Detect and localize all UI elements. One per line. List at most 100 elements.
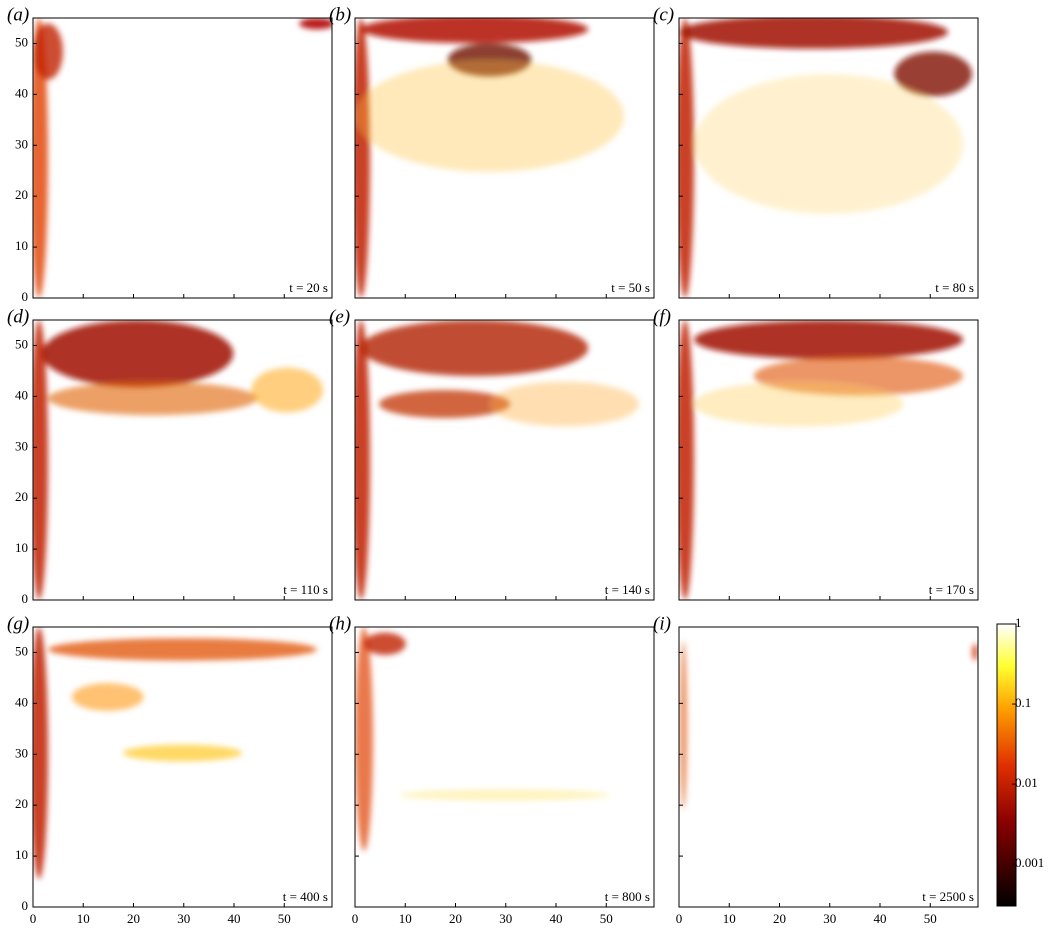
y-tick-label: 40 [15, 694, 28, 709]
time-label: t = 140 s [605, 582, 650, 597]
heat-region [679, 18, 694, 298]
panel-label: (c) [653, 4, 674, 25]
heat-region [679, 18, 949, 49]
heatmap [33, 627, 318, 879]
heat-region [679, 641, 688, 809]
panel: (e) t = 140 s [329, 306, 655, 601]
y-tick-label: 50 [15, 643, 28, 658]
panel-label: (g) [7, 613, 29, 634]
panel: 0 10 20 30 40 50 (h) t = 800 s [329, 613, 655, 926]
time-label: t = 2500 s [922, 889, 974, 904]
plot-frame [354, 17, 655, 299]
heatmap [33, 18, 332, 298]
heat-region [679, 320, 694, 600]
x-tick-label: 30 [499, 911, 512, 926]
plot-frame [678, 626, 979, 908]
plot-frame [32, 17, 333, 299]
y-tick-label: 20 [15, 187, 28, 202]
x-tick-label: 10 [399, 911, 412, 926]
colorbar-tick-label: 1 [1015, 615, 1022, 630]
heat-region [299, 18, 332, 30]
panel: 0 10 20 30 40 50 0 10 20 30 40 50 (g) t = 400 s [7, 613, 333, 926]
plot-frame [678, 319, 979, 601]
colorbar-tick-label: 0.1 [1015, 695, 1031, 710]
heat-region [399, 789, 610, 801]
x-tick-label: 20 [449, 911, 462, 926]
x-tick-label: 40 [550, 911, 563, 926]
y-tick-label: 0 [22, 591, 29, 606]
x-tick-label: 20 [127, 911, 140, 926]
heatmap [679, 641, 978, 809]
x-tick-label: 20 [773, 911, 786, 926]
time-label: t = 800 s [605, 889, 650, 904]
x-tick-label: 10 [723, 911, 736, 926]
heat-region [355, 18, 370, 298]
colorbar-tick-label: 0.01 [1015, 775, 1038, 790]
heatmap [355, 18, 625, 298]
y-tick-label: 10 [15, 238, 28, 253]
panel: 0 10 20 30 40 50 (i) t = 2500 s [653, 613, 979, 926]
heatmap [679, 18, 973, 298]
y-tick-label: 50 [15, 34, 28, 49]
heat-region [972, 643, 978, 661]
heat-region [33, 627, 48, 879]
panel-label: (f) [653, 306, 671, 327]
heat-region [122, 744, 243, 762]
y-tick-label: 40 [15, 387, 28, 402]
panel: (f) t = 170 s [653, 306, 979, 601]
panel-label: (i) [653, 613, 671, 634]
heat-region [33, 18, 48, 298]
panel-label: (h) [329, 613, 351, 634]
x-tick-label: 30 [823, 911, 836, 926]
heatmap [355, 627, 610, 851]
y-tick-label: 10 [15, 540, 28, 555]
time-label: t = 170 s [929, 582, 974, 597]
time-label: t = 400 s [283, 889, 328, 904]
heat-region [355, 627, 373, 851]
heat-region [47, 638, 318, 661]
panel: 0 10 20 30 40 50 (a) t = 20 s [7, 4, 333, 304]
x-tick-label: 50 [600, 911, 613, 926]
time-label: t = 20 s [289, 280, 328, 295]
y-tick-label: 20 [15, 796, 28, 811]
colorbar [996, 623, 1017, 907]
heat-region [355, 60, 625, 172]
plot-frame [354, 319, 655, 601]
heat-region [693, 74, 964, 214]
panel-label: (a) [7, 4, 29, 25]
y-tick-label: 0 [22, 898, 29, 913]
x-tick-label: 40 [228, 911, 241, 926]
y-tick-label: 0 [22, 289, 29, 304]
colorbar-tick-label: 0.001 [1015, 855, 1044, 870]
heat-region [693, 320, 964, 360]
y-tick-label: 20 [15, 489, 28, 504]
heat-region [378, 390, 511, 418]
heat-region [41, 320, 234, 388]
heat-region [355, 320, 370, 600]
heatmap [33, 320, 324, 600]
heat-region [489, 381, 640, 427]
panel-label: (d) [7, 306, 29, 327]
plot-frame [32, 626, 333, 908]
panel-label: (e) [329, 306, 350, 327]
heat-region [693, 381, 904, 427]
heat-region [251, 367, 324, 413]
plot-frame [32, 319, 333, 601]
x-tick-label: 50 [924, 911, 937, 926]
y-tick-label: 10 [15, 847, 28, 862]
time-label: t = 50 s [611, 280, 650, 295]
x-tick-label: 50 [278, 911, 291, 926]
time-label: t = 80 s [935, 280, 974, 295]
heat-region [360, 320, 589, 376]
y-tick-label: 30 [15, 438, 28, 453]
x-tick-label: 10 [77, 911, 90, 926]
y-tick-label: 30 [15, 136, 28, 151]
heat-region [33, 23, 63, 80]
y-tick-label: 50 [15, 336, 28, 351]
heat-region [361, 18, 589, 44]
x-tick-label: 0 [676, 911, 683, 926]
plot-frame [678, 17, 979, 299]
heat-region [71, 683, 144, 711]
heatmap [355, 320, 640, 600]
